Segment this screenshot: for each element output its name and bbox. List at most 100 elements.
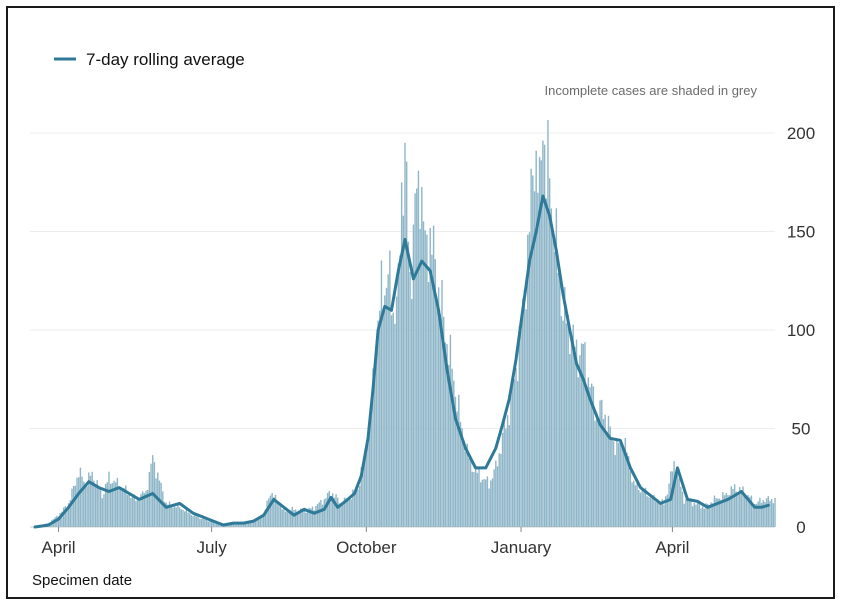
bar-day-252 xyxy=(458,394,460,527)
bar-day-39 xyxy=(99,488,102,527)
bar-day-76 xyxy=(162,491,164,527)
bar-day-91 xyxy=(187,512,189,527)
rolling-average-line xyxy=(33,194,770,529)
bar-day-272 xyxy=(491,478,494,527)
bar-day-230 xyxy=(421,186,423,527)
bar-day-328 xyxy=(585,390,588,527)
bar-day-35 xyxy=(93,480,95,527)
bar-day-164 xyxy=(310,508,312,527)
bar-day-140 xyxy=(269,495,272,527)
bar-day-324 xyxy=(579,355,581,527)
y-tick-label-4: 200 xyxy=(787,124,815,143)
bar-day-318 xyxy=(569,354,571,527)
bar-day-32 xyxy=(88,472,90,527)
bar-day-89 xyxy=(183,511,186,527)
bar-day-129 xyxy=(251,521,253,527)
bar-day-211 xyxy=(389,250,391,527)
bar-day-399 xyxy=(705,503,707,527)
bar-day-63 xyxy=(140,493,142,527)
bar-day-304 xyxy=(545,198,547,527)
bar-day-398 xyxy=(703,508,706,527)
bar-day-107 xyxy=(214,522,216,527)
bar-day-182 xyxy=(340,503,342,527)
bar-day-384 xyxy=(680,486,682,527)
bar-day-366 xyxy=(649,497,652,527)
bar-day-210 xyxy=(387,274,389,527)
bar-day-309 xyxy=(553,251,556,527)
bar-day-236 xyxy=(431,254,433,527)
bar-day-394 xyxy=(696,502,699,527)
bar-day-151 xyxy=(288,511,290,527)
bar-day-411 xyxy=(725,492,727,527)
bar-day-429 xyxy=(755,503,758,527)
bar-day-327 xyxy=(584,342,586,527)
bar-day-404 xyxy=(713,495,716,527)
bar-day-368 xyxy=(653,495,655,527)
bar-day-323 xyxy=(577,377,579,527)
bar-day-225 xyxy=(412,224,415,527)
bar-day-401 xyxy=(708,505,711,527)
incomplete-cases-note: Incomplete cases are shaded in grey xyxy=(545,83,758,98)
gridlines xyxy=(30,132,775,528)
bar-day-349 xyxy=(621,443,623,527)
bar-day-146 xyxy=(279,506,282,527)
bar-day-320 xyxy=(572,324,574,527)
bar-day-240 xyxy=(437,287,440,527)
bar-day-388 xyxy=(686,500,689,527)
bar-day-119 xyxy=(234,524,236,527)
bar-day-195 xyxy=(362,465,364,527)
bar-day-319 xyxy=(570,342,573,527)
bar-day-144 xyxy=(276,502,278,527)
bar-day-18 xyxy=(64,506,66,527)
bar-day-149 xyxy=(284,511,287,527)
bar-day-396 xyxy=(700,508,702,527)
bar-day-16 xyxy=(61,511,63,527)
bar-day-267 xyxy=(483,479,485,527)
bar-day-382 xyxy=(676,475,679,527)
bar-day-204 xyxy=(377,320,379,527)
bar-day-116 xyxy=(229,524,231,527)
bar-day-36 xyxy=(94,485,97,527)
bar-day-70 xyxy=(152,455,154,527)
bar-day-208 xyxy=(384,295,386,527)
bar-day-244 xyxy=(444,342,447,527)
bar-day-74 xyxy=(158,480,161,527)
bar-day-290 xyxy=(522,298,524,527)
bar-day-186 xyxy=(347,498,349,527)
bar-day-321 xyxy=(574,346,576,527)
bar-day-294 xyxy=(528,232,531,527)
bar-day-142 xyxy=(273,497,275,527)
bar-day-438 xyxy=(770,499,773,527)
bar-day-301 xyxy=(540,160,542,527)
bar-day-187 xyxy=(348,497,351,527)
bar-day-55 xyxy=(126,494,129,527)
bar-day-357 xyxy=(634,485,637,527)
x-tick-label-0: April xyxy=(42,538,76,557)
bar-day-223 xyxy=(409,271,411,527)
bar-day-163 xyxy=(308,507,310,527)
bar-day-380 xyxy=(673,461,675,527)
bar-day-283 xyxy=(510,389,512,527)
bar-day-433 xyxy=(762,500,764,527)
bar-day-291 xyxy=(523,289,526,527)
bar-day-44 xyxy=(108,471,110,527)
bar-day-125 xyxy=(244,522,246,527)
bar-day-428 xyxy=(754,504,756,527)
bar-day-124 xyxy=(242,522,245,527)
bar-day-207 xyxy=(382,309,384,527)
bar-day-372 xyxy=(659,502,662,527)
bar-day-271 xyxy=(490,480,492,527)
bar-day-413 xyxy=(728,495,731,527)
bar-day-17 xyxy=(62,507,65,527)
bar-day-270 xyxy=(488,488,490,527)
bar-day-408 xyxy=(720,500,722,527)
bar-day-298 xyxy=(535,150,537,528)
bar-day-188 xyxy=(350,499,352,527)
bar-day-203 xyxy=(375,354,378,527)
bar-day-235 xyxy=(429,227,431,527)
y-axis-ticks: 0 50 100 150 200 xyxy=(787,124,815,537)
x-tick-label-4: April xyxy=(655,538,689,557)
bar-day-273 xyxy=(493,469,495,527)
bar-day-202 xyxy=(374,376,376,527)
bar-day-177 xyxy=(331,493,334,527)
